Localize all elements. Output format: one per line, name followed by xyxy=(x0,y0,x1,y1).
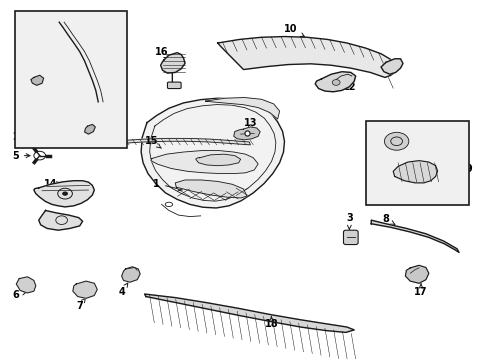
Polygon shape xyxy=(34,181,94,207)
Polygon shape xyxy=(99,138,250,145)
Polygon shape xyxy=(151,150,258,174)
Text: 16: 16 xyxy=(155,46,168,59)
Circle shape xyxy=(384,132,408,150)
Circle shape xyxy=(331,80,339,85)
Polygon shape xyxy=(380,59,402,74)
Polygon shape xyxy=(16,277,36,293)
Text: 10: 10 xyxy=(284,24,304,37)
Polygon shape xyxy=(370,220,458,252)
Polygon shape xyxy=(31,75,43,85)
Polygon shape xyxy=(392,161,437,183)
Polygon shape xyxy=(160,53,184,73)
Polygon shape xyxy=(195,154,240,166)
Text: 14: 14 xyxy=(43,179,61,189)
Polygon shape xyxy=(315,72,355,92)
Polygon shape xyxy=(144,294,353,332)
Text: 7: 7 xyxy=(76,298,86,311)
Text: 4: 4 xyxy=(118,283,127,297)
Text: 1: 1 xyxy=(153,179,182,191)
Polygon shape xyxy=(233,127,260,140)
FancyBboxPatch shape xyxy=(343,230,357,244)
Text: 5: 5 xyxy=(12,150,30,161)
Text: 15: 15 xyxy=(145,136,161,148)
Polygon shape xyxy=(205,98,279,119)
Text: 12: 12 xyxy=(335,82,355,93)
Polygon shape xyxy=(141,98,284,208)
Polygon shape xyxy=(122,267,140,282)
Circle shape xyxy=(31,130,48,143)
Text: 9: 9 xyxy=(464,164,471,174)
Text: 11: 11 xyxy=(22,82,39,92)
Polygon shape xyxy=(405,265,428,283)
Circle shape xyxy=(62,192,68,196)
FancyBboxPatch shape xyxy=(167,82,181,89)
Text: 3: 3 xyxy=(345,213,352,229)
Text: 13: 13 xyxy=(243,118,257,131)
Polygon shape xyxy=(84,125,95,134)
Text: 8: 8 xyxy=(382,215,394,224)
Bar xyxy=(366,121,468,205)
Polygon shape xyxy=(39,211,82,230)
Polygon shape xyxy=(175,180,246,198)
Text: 17: 17 xyxy=(413,284,427,297)
Text: 2: 2 xyxy=(12,132,30,142)
Polygon shape xyxy=(217,37,396,77)
Polygon shape xyxy=(73,281,97,298)
Text: 18: 18 xyxy=(264,316,278,329)
Text: 6: 6 xyxy=(12,290,26,300)
Bar xyxy=(15,12,127,148)
